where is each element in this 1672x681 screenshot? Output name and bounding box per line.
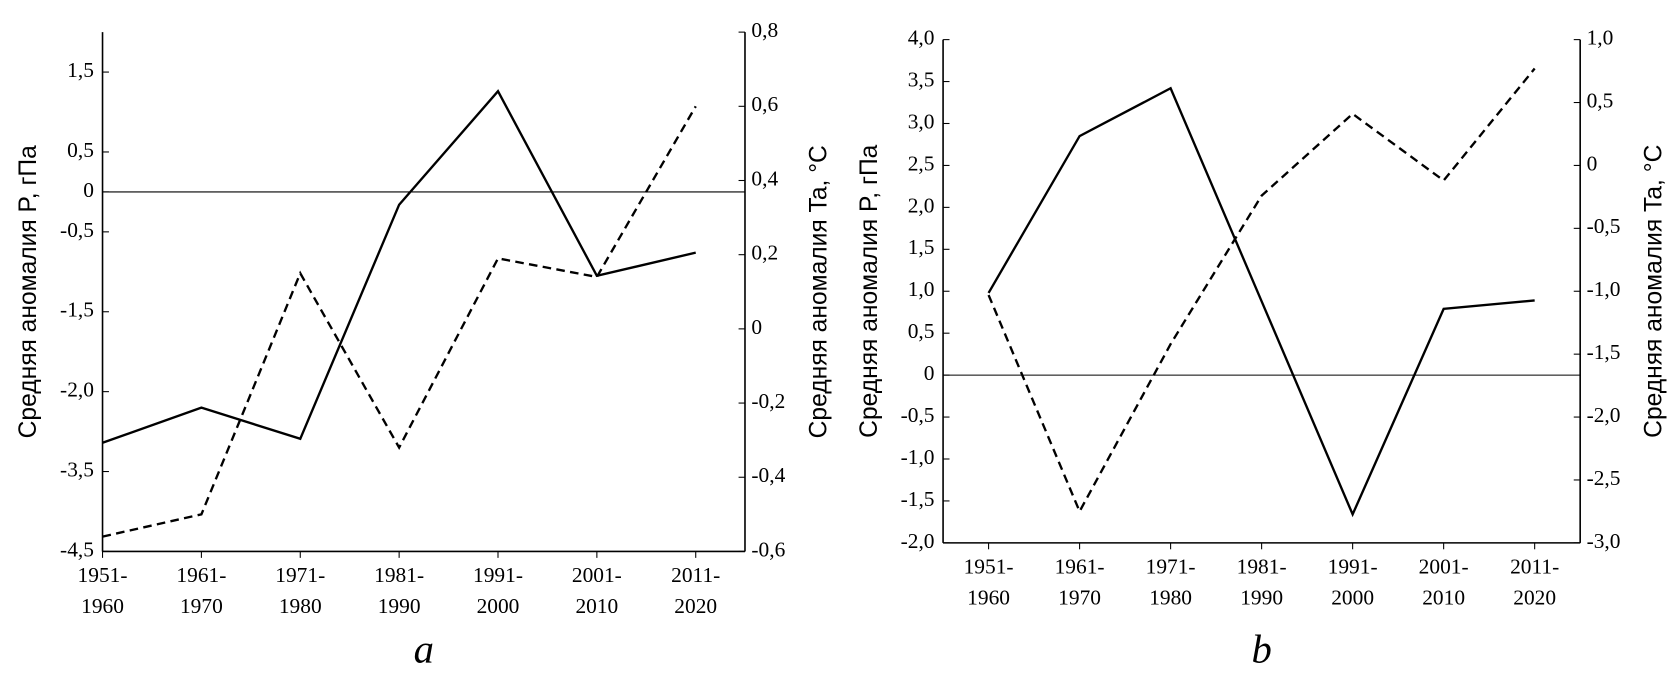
y-tick-label: -4,5 <box>60 537 94 561</box>
y-tick-label: 3,5 <box>908 67 935 91</box>
x-tick-label: 1961-1970 <box>1055 554 1105 609</box>
y-tick-label: 1,5 <box>67 58 94 82</box>
y2-tick-label: 0,5 <box>1587 88 1614 112</box>
y-tick-label: 0 <box>924 361 935 385</box>
x-tick-label: 1951-1960 <box>964 554 1014 609</box>
x-tick-label: 2001-2010 <box>572 563 622 618</box>
x-tick-label: 2001-2010 <box>1419 554 1469 609</box>
y-axis-title: Средняя аномалия P, гПа <box>15 145 42 438</box>
x-tick-label: 1961-1970 <box>176 563 226 618</box>
y-tick-label: 3,0 <box>908 109 935 133</box>
x-tick-label: 1971-1980 <box>275 563 325 618</box>
y2-tick-label: 0,2 <box>751 241 778 265</box>
y2-tick-label: 0,8 <box>751 18 778 42</box>
y2-tick-label: -0,6 <box>751 537 785 561</box>
y-tick-label: 1,5 <box>908 235 935 259</box>
series-line <box>987 67 1536 515</box>
y2-axis-title: Средняя аномалия Ta, °C <box>805 145 832 438</box>
y2-tick-label: 0 <box>1587 151 1598 175</box>
y2-axis-title: Средняя аномалия Ta, °C <box>1641 145 1668 438</box>
panel-label: a <box>414 626 434 671</box>
x-tick-label: 1981-1990 <box>1237 554 1287 609</box>
y2-tick-label: -0,2 <box>751 389 785 413</box>
y-tick-label: -1,0 <box>901 445 935 469</box>
y-tick-label: -1,5 <box>901 487 935 511</box>
x-tick-label: 1991-2000 <box>1328 554 1378 609</box>
y2-tick-label: -1,0 <box>1587 277 1621 301</box>
series-line <box>102 105 697 538</box>
y-tick-label: 0,5 <box>908 319 935 343</box>
x-tick-label: 2011-2020 <box>1510 554 1559 609</box>
y-tick-label: 1,0 <box>908 277 935 301</box>
y-tick-label: -1,5 <box>60 298 94 322</box>
y-tick-label: -2,0 <box>60 378 94 402</box>
y2-tick-label: -0,4 <box>751 463 785 487</box>
x-tick-label: 1971-1980 <box>1146 554 1196 609</box>
x-tick-label: 1981-1990 <box>374 563 424 618</box>
y-tick-label: 0 <box>83 178 94 202</box>
y-tick-label: 2,5 <box>908 151 935 175</box>
panel-label: b <box>1251 626 1271 671</box>
y2-tick-label: -1,5 <box>1587 340 1621 364</box>
y-tick-label: 4,0 <box>908 26 935 50</box>
x-tick-label: 2011-2020 <box>671 563 720 618</box>
y-tick-label: -0,5 <box>901 403 935 427</box>
chart-panel: 4,0 3,5 3,0 2,5 2,0 1,5 1,0 0,5 0 -0,5 -1,0 -1,5 -2,… <box>856 26 1668 672</box>
y2-tick-label: -2,0 <box>1587 403 1621 427</box>
x-tick-label: 1991-2000 <box>473 563 523 618</box>
y-tick-label: -2,0 <box>901 529 935 553</box>
y2-tick-label: -2,5 <box>1587 466 1621 490</box>
series-line <box>987 86 1535 518</box>
x-tick-label: 1951-1960 <box>78 563 128 618</box>
chart-panel: 1,5 0,5 0 -0,5 -1,5 -2,0 -3,5 -4,5 0,8 0,6 0,4 0,2 0… <box>15 18 832 671</box>
y2-tick-label: -0,5 <box>1587 214 1621 238</box>
series-line <box>102 89 696 444</box>
y-axis-title: Средняя аномалия P, гПа <box>856 144 883 437</box>
y2-tick-label: 0,6 <box>751 92 778 116</box>
y2-tick-label: 0,4 <box>751 166 778 190</box>
y2-tick-label: 1,0 <box>1587 26 1614 50</box>
y-tick-label: 0,5 <box>67 138 94 162</box>
y-tick-label: -3,5 <box>60 457 94 481</box>
y2-tick-label: -3,0 <box>1587 529 1621 553</box>
y2-tick-label: 0 <box>751 315 762 339</box>
y-tick-label: 2,0 <box>908 193 935 217</box>
y-tick-label: -0,5 <box>60 218 94 242</box>
